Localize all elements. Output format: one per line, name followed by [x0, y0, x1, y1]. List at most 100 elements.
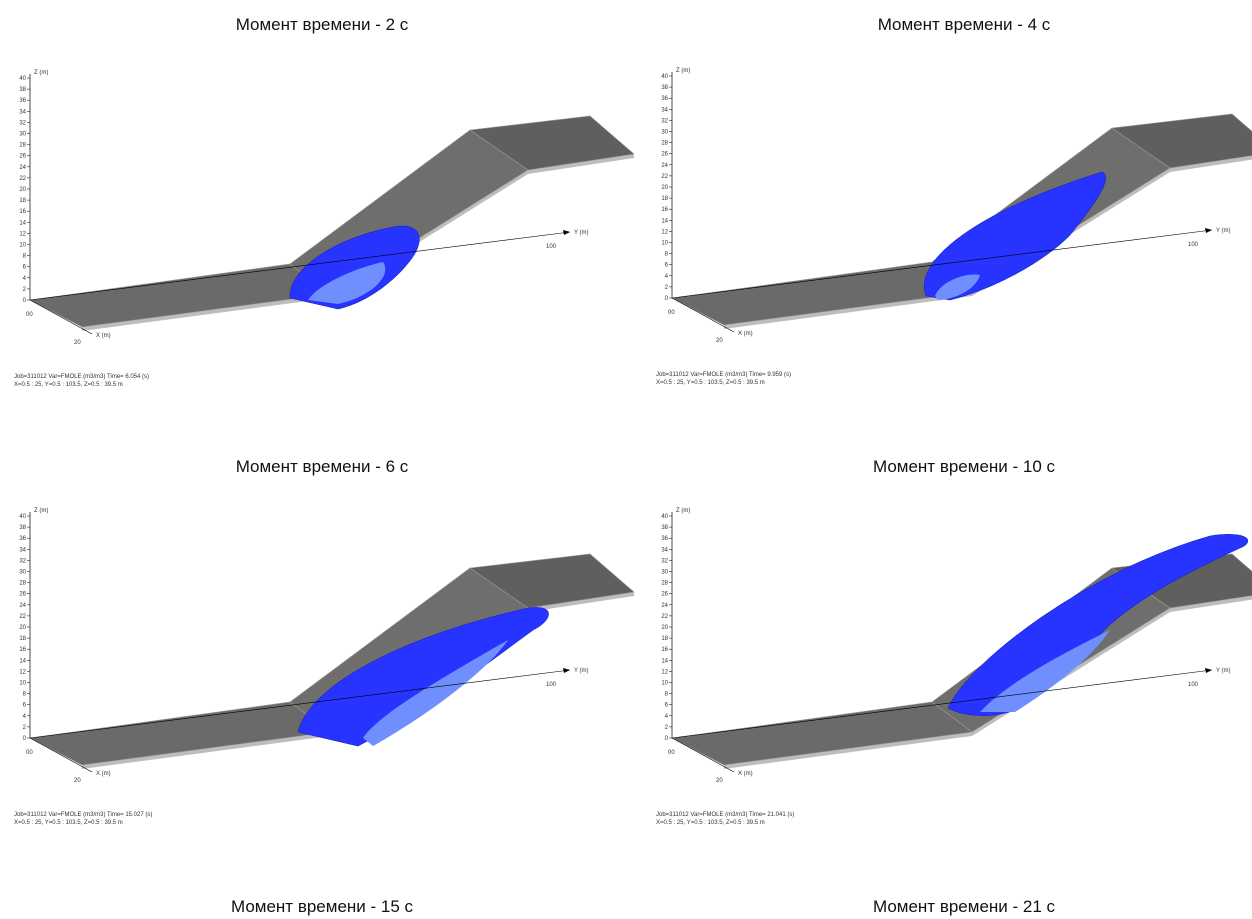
z-tick-label: 34: [661, 107, 668, 113]
z-tick-label: 6: [23, 703, 27, 709]
z-tick-label: 18: [661, 636, 668, 642]
z-tick-label: 2: [665, 285, 669, 291]
z-tick-label: 40: [19, 76, 26, 82]
z-tick-label: 24: [661, 163, 668, 169]
z-tick-label: 10: [661, 681, 668, 687]
caption: Момент времени - 6 с: [236, 457, 409, 476]
x-tick-label: 20: [716, 778, 723, 784]
z-tick-label: 36: [19, 536, 26, 542]
y-label: Y (m): [1216, 228, 1231, 234]
z-tick-label: 6: [665, 703, 669, 709]
z-tick-label: 2: [665, 725, 669, 731]
z-tick-label: 10: [661, 241, 668, 247]
z-tick-label: 14: [661, 218, 668, 224]
z-tick-label: 0: [665, 736, 669, 742]
z-tick-label: 0: [23, 298, 27, 304]
z-tick-label: 30: [19, 132, 26, 138]
z-tick-label: 28: [661, 141, 668, 147]
z-tick-label: 40: [661, 74, 668, 80]
panel: Z (m)02468101214161820222426283032343638…: [656, 68, 1252, 386]
x-tick-label: 20: [716, 338, 723, 344]
y-arrow: [563, 668, 570, 673]
z-label: Z (m): [34, 70, 48, 76]
z-tick-label: 20: [19, 187, 26, 193]
x-label: X (m): [96, 333, 111, 339]
x-tick-label: 00: [26, 312, 33, 318]
z-tick-label: 34: [661, 547, 668, 553]
z-tick-label: 36: [661, 536, 668, 542]
x-tick-label: 00: [668, 310, 675, 316]
z-tick-label: 14: [661, 658, 668, 664]
y-tick-label: 100: [1188, 682, 1199, 688]
page: Момент времени - 2 с Момент времени - 4 …: [0, 0, 1252, 919]
panel: Z (m)02468101214161820222426283032343638…: [14, 70, 634, 388]
z-tick-label: 20: [661, 625, 668, 631]
z-label: Z (m): [676, 68, 690, 74]
z-tick-label: 2: [23, 725, 27, 731]
z-tick-label: 18: [19, 198, 26, 204]
range-line: X=0.5 : 25, Y=0.5 : 103.5, Z=0.5 : 39.5 …: [656, 820, 765, 826]
y-label: Y (m): [1216, 668, 1231, 674]
z-tick-label: 8: [23, 254, 27, 260]
z-tick-label: 4: [665, 274, 669, 280]
y-tick-label: 100: [546, 244, 557, 250]
x-tick-label: 00: [26, 750, 33, 756]
z-tick-label: 12: [19, 231, 26, 237]
x-label: X (m): [96, 771, 111, 777]
z-tick-label: 22: [19, 176, 26, 182]
z-tick-label: 28: [661, 581, 668, 587]
z-tick-label: 28: [19, 143, 26, 149]
z-tick-label: 4: [23, 276, 27, 282]
z-tick-label: 16: [19, 647, 26, 653]
z-tick-label: 20: [661, 185, 668, 191]
z-tick-label: 0: [23, 736, 27, 742]
range-line: X=0.5 : 25, Y=0.5 : 103.5, Z=0.5 : 39.5 …: [14, 382, 123, 388]
z-tick-label: 28: [19, 581, 26, 587]
z-tick-label: 8: [665, 692, 669, 698]
y-arrow: [1205, 668, 1212, 673]
x-label: X (m): [738, 771, 753, 777]
z-tick-label: 30: [661, 570, 668, 576]
z-tick-label: 38: [661, 525, 668, 531]
x-tick-label: 20: [74, 340, 81, 346]
z-tick-label: 2: [23, 287, 27, 293]
caption: Момент времени - 2 с: [236, 15, 409, 34]
z-tick-label: 26: [661, 152, 668, 158]
range-line: X=0.5 : 25, Y=0.5 : 103.5, Z=0.5 : 39.5 …: [656, 380, 765, 386]
job-line: Job=311012 Var=FMOLE (m3/m3) Time= 21.04…: [656, 812, 794, 818]
y-tick-label: 100: [1188, 242, 1199, 248]
caption: Момент времени - 21 с: [873, 897, 1056, 916]
z-tick-label: 32: [19, 120, 26, 126]
z-tick-label: 30: [19, 570, 26, 576]
z-tick-label: 10: [19, 243, 26, 249]
y-label: Y (m): [574, 230, 589, 236]
z-tick-label: 16: [661, 207, 668, 213]
z-tick-label: 24: [661, 603, 668, 609]
z-tick-label: 38: [19, 525, 26, 531]
caption: Момент времени - 4 с: [878, 15, 1051, 34]
z-tick-label: 22: [661, 614, 668, 620]
z-tick-label: 32: [661, 118, 668, 124]
z-tick-label: 6: [665, 263, 669, 269]
panel: Z (m)02468101214161820222426283032343638…: [656, 508, 1252, 826]
caption: Момент времени - 15 с: [231, 897, 414, 916]
z-label: Z (m): [676, 508, 690, 514]
y-tick-label: 100: [546, 682, 557, 688]
z-tick-label: 22: [661, 174, 668, 180]
z-tick-label: 26: [19, 154, 26, 160]
z-tick-label: 24: [19, 603, 26, 609]
z-tick-label: 40: [661, 514, 668, 520]
z-tick-label: 24: [19, 165, 26, 171]
z-tick-label: 4: [665, 714, 669, 720]
y-arrow: [563, 230, 570, 235]
z-tick-label: 12: [661, 229, 668, 235]
z-tick-label: 18: [19, 636, 26, 642]
z-tick-label: 14: [19, 220, 26, 226]
z-tick-label: 10: [19, 681, 26, 687]
job-line: Job=311012 Var=FMOLE (m3/m3) Time= 15.02…: [14, 812, 152, 818]
z-tick-label: 8: [23, 692, 27, 698]
z-tick-label: 8: [665, 252, 669, 258]
z-tick-label: 38: [19, 87, 26, 93]
x-tick-label: 00: [668, 750, 675, 756]
range-line: X=0.5 : 25, Y=0.5 : 103.5, Z=0.5 : 39.5 …: [14, 820, 123, 826]
